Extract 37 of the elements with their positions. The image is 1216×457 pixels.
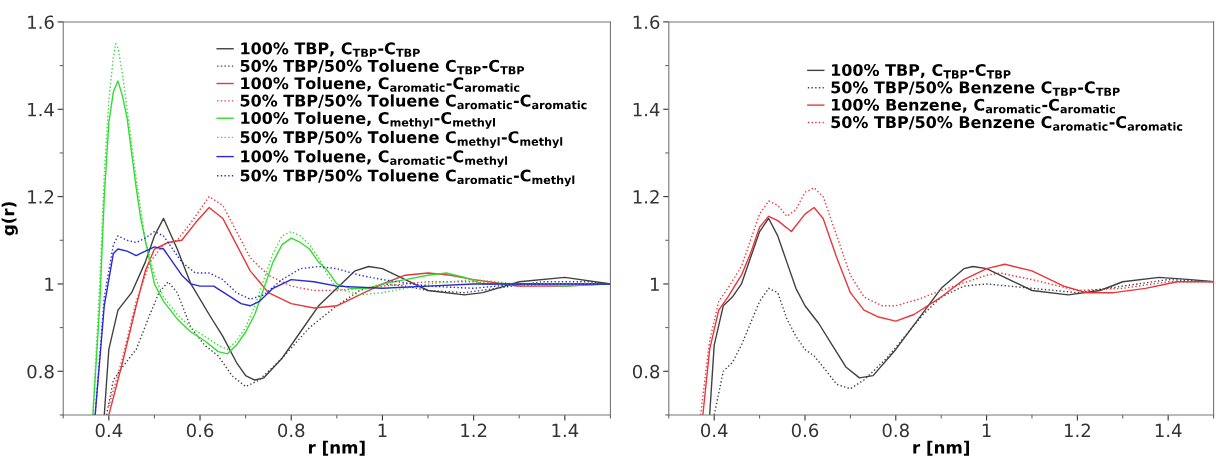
legend-label: 100% Toluene, C$_{methyl}$-C$_{methyl}$ (241, 111, 495, 129)
legend-label: 100% TBP, C$_{TBP}$-C$_{TBP}$ (831, 63, 1011, 79)
legend-label: 100% Toluene, C$_{aromatic}$-C$_{methyl}$ (241, 150, 508, 168)
legend-label: 50% TBP/50% Benzene C$_{aromatic}$-C$_{aromatic}$ (831, 116, 1183, 131)
x-tick-label: 1.2 (461, 423, 487, 438)
x-tick-label: 0.6 (791, 423, 819, 438)
y-tick-label: 1.2 (633, 190, 659, 204)
y-tick-label: 0.8 (27, 364, 54, 379)
x-tick-label: 1 (982, 423, 991, 438)
legend-label: 50% TBP/50% Toluene C$_{TBP}$-C$_{TBP}$ (240, 59, 525, 75)
legend-label: 50% TBP/50% Toluene C$_{methyl}$-C$_{methyl}$ (240, 130, 563, 149)
y-tick-label: 0.8 (632, 364, 660, 379)
x-axis-title: r [nm] (913, 440, 969, 456)
y-axis-title: g(r) (1, 202, 18, 236)
x-tick-label: 0.4 (701, 423, 728, 438)
legend-label: 50% TBP/50% Toluene C$_{aromatic}$-C$_{aromatic}$ (240, 94, 587, 110)
y-tick-label: 1 (45, 277, 54, 291)
x-tick-label: 0.4 (95, 423, 123, 438)
y-tick-label: 1.6 (633, 15, 660, 30)
legend-label: 100% TBP, C$_{TBP}$-C$_{TBP}$ (241, 42, 420, 57)
x-tick-label: 1.4 (552, 423, 579, 438)
x-tick-label: 1.4 (1155, 423, 1182, 438)
y-tick-label: 1.2 (28, 190, 54, 204)
x-tick-label: 0.8 (882, 423, 909, 438)
x-tick-label: 0.6 (186, 423, 214, 438)
legend-label: 100% Toluene, C$_{aromatic}$-C$_{aromatic}$ (241, 76, 520, 92)
y-tick-label: 1.4 (633, 102, 660, 117)
x-axis-title: r [nm] (308, 440, 365, 456)
y-tick-label: 1.4 (28, 102, 54, 117)
x-tick-label: 1 (378, 423, 387, 438)
legend-label: 50% TBP/50% Benzene C$_{TBP}$-C$_{TBP}$ (831, 81, 1120, 96)
x-tick-label: 1.2 (1065, 423, 1090, 438)
legend-label: 100% Benzene, C$_{aromatic}$-C$_{aromatic}$ (831, 98, 1115, 114)
legend-label: 50% TBP/50% Toluene C$_{aromatic}$-C$_{methyl}$ (240, 169, 575, 187)
x-tick-label: 0.8 (278, 423, 305, 438)
y-tick-label: 1 (650, 277, 659, 291)
y-tick-label: 1.6 (28, 15, 54, 30)
